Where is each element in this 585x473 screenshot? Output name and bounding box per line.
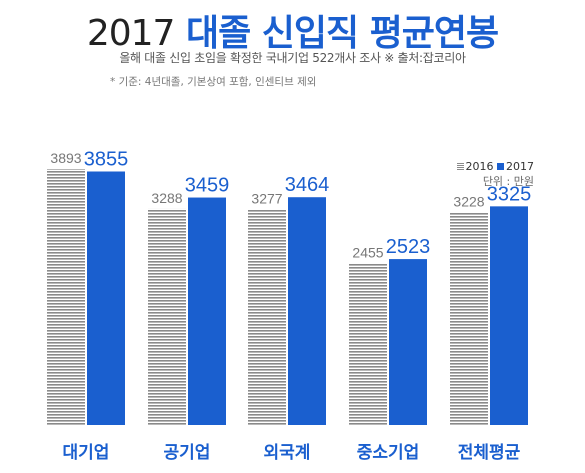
value-label-2016: 3277	[251, 191, 282, 207]
value-label-2017: 3459	[185, 175, 230, 197]
legend-swatch-2016	[456, 163, 464, 170]
value-label-2017: 2523	[386, 236, 431, 258]
legend-entries: 2016 2017	[456, 159, 534, 174]
value-label-2017: 3325	[487, 183, 532, 205]
unit-label: 단위 : 만원	[482, 175, 534, 188]
chart-subtitle: 올해 대졸 신입 초임을 확정한 국내기업 522개사 조사 ※ 출처:잡코리아	[119, 51, 466, 65]
chart-note: * 기준: 4년대졸, 기본상여 포함, 인센티브 제외	[110, 76, 317, 88]
value-label-2016: 2455	[352, 245, 383, 261]
value-label-2017: 3855	[84, 148, 129, 170]
chart-title: 2017 대졸 신입직 평균연봉	[0, 4, 585, 56]
title-main: 대졸 신입직 평균연봉	[186, 13, 499, 54]
category-label: 중소기업	[357, 443, 420, 463]
legend-label-2017: 2017	[506, 160, 534, 173]
value-label-2016: 3228	[453, 194, 484, 210]
value-label-2017: 3464	[285, 174, 330, 196]
bar-2017	[389, 259, 427, 425]
legend-swatch-2017	[497, 163, 504, 170]
legend-label-2016: 2016	[465, 160, 494, 173]
title-year: 2017	[86, 13, 176, 54]
bar-2017	[188, 197, 226, 425]
bar-2017	[490, 206, 528, 425]
category-label: 전체평균	[458, 443, 521, 463]
bar-2016	[47, 169, 85, 425]
bar-2016	[349, 263, 387, 425]
bar-2016	[148, 208, 186, 425]
bar-2016	[248, 209, 286, 425]
bar-2016	[450, 212, 488, 425]
bar-2017	[288, 197, 326, 425]
category-label: 대기업	[63, 443, 110, 463]
bar-2017	[87, 171, 125, 425]
value-label-2016: 3893	[50, 150, 81, 166]
category-label: 외국계	[264, 443, 311, 463]
value-label-2016: 3288	[151, 190, 182, 206]
category-label: 공기업	[164, 443, 211, 463]
legend: 2016 2017 단위 : 만원	[456, 159, 534, 189]
